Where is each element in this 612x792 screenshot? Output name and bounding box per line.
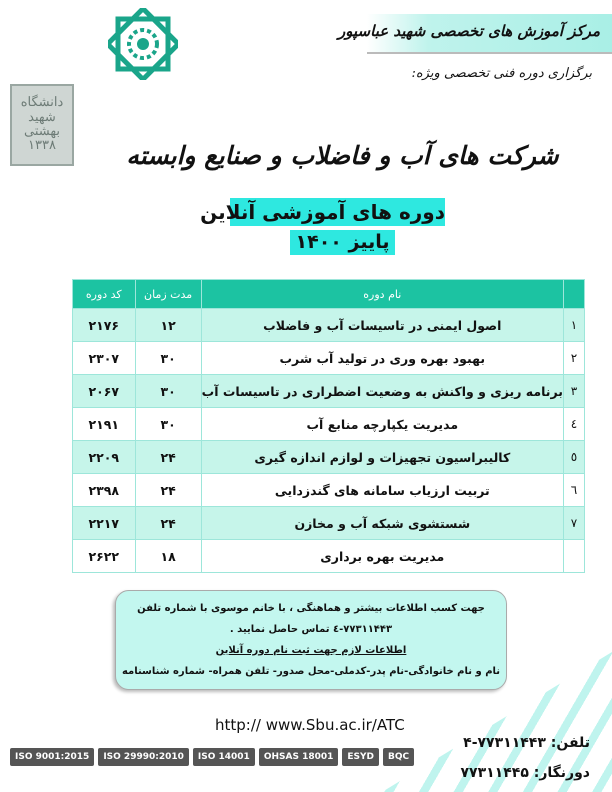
- season: پاییز ۱۴۰۰: [290, 230, 395, 255]
- table-row: ۳ برنامه ریزی و واکنش به وضعیت اضطراری در…: [72, 374, 586, 408]
- course-hours: ۳۰: [134, 341, 202, 375]
- course-table: نام دوره مدت زمان کد دوره ۱ اصول ایمنی در…: [72, 279, 586, 573]
- info-box: جهت کسب اطلاعات بیشتر و هماهنگی ، با خان…: [115, 590, 507, 690]
- row-number: ٦: [562, 473, 586, 507]
- course-name: تربیت ارزیاب سامانه های گندزدایی: [200, 473, 564, 507]
- course-hours: ۲۴: [134, 506, 202, 540]
- table-row: ۲ بهبود بهره وری در تولید آب شرب ۳۰ ۲۳۰۷: [72, 341, 586, 375]
- row-number: [562, 539, 586, 573]
- row-number: ۷: [562, 506, 586, 540]
- cert-logo: BQC: [383, 748, 415, 766]
- course-name: کالیبراسیون تجهیزات و لوازم اندازه گیری: [200, 440, 564, 474]
- course-code: ۲۱۷۶: [72, 308, 136, 342]
- course-hours: ۱۲: [134, 308, 202, 342]
- fax-number: ۷۷۳۱۱۴۴۵: [460, 765, 529, 781]
- course-name: شستشوی شبکه آب و مخازن: [200, 506, 564, 540]
- course-hours: ۲۴: [134, 440, 202, 474]
- certification-logos: ISO 9001:2015 ISO 29990:2010 ISO 14001 O…: [10, 748, 415, 766]
- info-line: نام و نام خانوادگی-نام پدر-کدملی-محل صدو…: [121, 666, 501, 677]
- course-code: ۲۳۹۸: [72, 473, 136, 507]
- col-num: [562, 279, 586, 309]
- course-type: دوره های آموزشی آنلاین: [200, 198, 445, 226]
- table-row: ٤ مدیریت یکپارچه منابع آب ۳۰ ۲۱۹۱: [72, 407, 586, 441]
- row-number: ۲: [562, 341, 586, 375]
- course-code: ۲۳۰۷: [72, 341, 136, 375]
- row-number: ۳: [562, 374, 586, 408]
- cert-logo: ESYD: [342, 748, 380, 766]
- phone-label: تلفن:: [550, 735, 590, 751]
- table-row: مدیریت بهره برداری ۱۸ ۲۶۲۲: [72, 539, 586, 573]
- table-row: ۱ اصول ایمنی در تاسیسات آب و فاضلاب ۱۲ ۲۱۷۶: [72, 308, 586, 342]
- course-name: مدیریت بهره برداری: [200, 539, 564, 573]
- course-hours: ۱۸: [134, 539, 202, 573]
- header-subtitle: برگزاری دوره فنی تخصصی ویژه:: [411, 66, 592, 81]
- cert-logo: OHSAS 18001: [258, 748, 339, 766]
- row-number: ۱: [562, 308, 586, 342]
- center-logo: [108, 8, 178, 80]
- row-number: ٤: [562, 407, 586, 441]
- fax-label: دورنگار:: [533, 765, 590, 781]
- fax: دورنگار: ۷۷۳۱۱۴۴۵: [461, 765, 591, 781]
- course-hours: ۳۰: [134, 374, 202, 408]
- course-hours: ۲۴: [134, 473, 202, 507]
- course-code: ۲۱۹۱: [72, 407, 136, 441]
- header-band: مرکز آموزش های تخصصی شهید عباسپور: [338, 14, 612, 54]
- cert-logo: ISO 29990:2010: [98, 748, 189, 766]
- info-line: جهت کسب اطلاعات بیشتر و هماهنگی ، با خان…: [137, 603, 485, 614]
- cert-logo: ISO 9001:2015: [10, 748, 95, 766]
- course-name: برنامه ریزی و واکنش به وضعیت اضطراری در …: [200, 374, 564, 408]
- course-name: بهبود بهره وری در تولید آب شرب: [200, 341, 564, 375]
- phone: تلفن: ۷۷۳۱۱۴۴۳-۴: [463, 735, 590, 751]
- university-logo: دانشگاه شهید بهشتی ۱۳۳۸: [10, 84, 74, 166]
- course-name: مدیریت یکپارچه منابع آب: [200, 407, 564, 441]
- col-hours: مدت زمان: [134, 279, 202, 309]
- website-link[interactable]: http:// www.Sbu.ac.ir/ATC: [215, 716, 405, 734]
- center-name: مرکز آموزش های تخصصی شهید عباسپور: [338, 22, 600, 40]
- course-hours: ۳۰: [134, 407, 202, 441]
- row-number: ٥: [562, 440, 586, 474]
- table-row: ٥ کالیبراسیون تجهیزات و لوازم اندازه گیری…: [72, 440, 586, 474]
- course-code: ۲۰۶۷: [72, 374, 136, 408]
- table-row: ٦ تربیت ارزیاب سامانه های گندزدایی ۲۴ ۲۳۹۸: [72, 473, 586, 507]
- course-code: ۲۲۱۷: [72, 506, 136, 540]
- info-line: ۷۷۳۱۱۴۴۳-٤ تماس حاصل نمایید .: [229, 624, 393, 635]
- cert-logo: ISO 14001: [192, 748, 255, 766]
- col-name: نام دوره: [200, 279, 564, 309]
- course-name: اصول ایمنی در تاسیسات آب و فاضلاب: [200, 308, 564, 342]
- table-row: ۷ شستشوی شبکه آب و مخازن ۲۴ ۲۲۱۷: [72, 506, 586, 540]
- university-logo-text: دانشگاه شهید بهشتی ۱۳۳۸: [20, 95, 64, 154]
- course-code: ۲۶۲۲: [72, 539, 136, 573]
- col-code: کد دوره: [72, 279, 136, 309]
- phone-number: ۷۷۳۱۱۴۴۳-۴: [463, 735, 546, 751]
- info-heading: اطلاعات لازم جهت ثبت نام دوره آنلاین: [215, 645, 407, 656]
- page-title: شرکت های آب و فاضلاب و صنایع وابسته: [126, 141, 559, 170]
- course-code: ۲۲۰۹: [72, 440, 136, 474]
